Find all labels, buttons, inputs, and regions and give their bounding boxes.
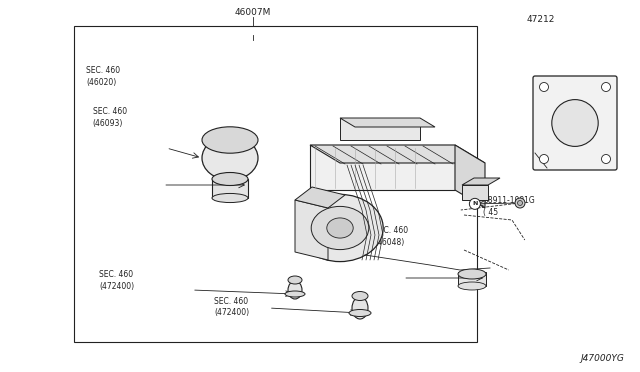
Ellipse shape (458, 282, 486, 290)
Ellipse shape (297, 195, 383, 262)
Ellipse shape (327, 218, 353, 238)
Text: 47212: 47212 (527, 15, 555, 24)
Text: SEC. 460
(46048): SEC. 460 (46048) (374, 226, 408, 247)
Ellipse shape (552, 100, 598, 147)
Ellipse shape (285, 291, 305, 297)
Polygon shape (340, 118, 420, 140)
Ellipse shape (352, 297, 368, 319)
Polygon shape (310, 145, 455, 190)
Text: SEC. 460
(46093): SEC. 460 (46093) (93, 107, 127, 128)
Ellipse shape (288, 281, 302, 299)
Circle shape (540, 154, 548, 164)
Bar (212, 179, 248, 198)
Text: SEC. 460
(46020): SEC. 460 (46020) (86, 66, 120, 87)
Circle shape (518, 201, 522, 205)
Ellipse shape (202, 136, 258, 180)
Polygon shape (462, 185, 488, 200)
Bar (74, 26, 477, 342)
Polygon shape (295, 187, 345, 208)
Text: N: N (472, 201, 477, 206)
Polygon shape (462, 178, 500, 185)
Circle shape (602, 154, 611, 164)
Circle shape (469, 198, 481, 209)
Ellipse shape (212, 193, 248, 202)
Text: 46007M: 46007M (235, 8, 271, 17)
Ellipse shape (311, 206, 369, 250)
Polygon shape (310, 145, 485, 163)
Circle shape (602, 83, 611, 92)
Polygon shape (340, 118, 435, 127)
Text: SEC. 460
(472400): SEC. 460 (472400) (99, 270, 134, 291)
Bar (458, 272, 486, 286)
Ellipse shape (352, 292, 368, 301)
Polygon shape (295, 200, 328, 260)
Ellipse shape (288, 276, 302, 284)
FancyBboxPatch shape (533, 76, 617, 170)
Text: J47000YG: J47000YG (580, 354, 624, 363)
Polygon shape (455, 145, 485, 208)
Text: 08911-1081G
( 45: 08911-1081G ( 45 (483, 196, 535, 217)
Ellipse shape (458, 269, 486, 279)
Circle shape (515, 198, 525, 208)
Ellipse shape (202, 127, 258, 153)
Ellipse shape (212, 173, 248, 186)
Text: SEC. 460
(472400): SEC. 460 (472400) (214, 296, 250, 317)
Ellipse shape (349, 310, 371, 317)
Circle shape (540, 83, 548, 92)
